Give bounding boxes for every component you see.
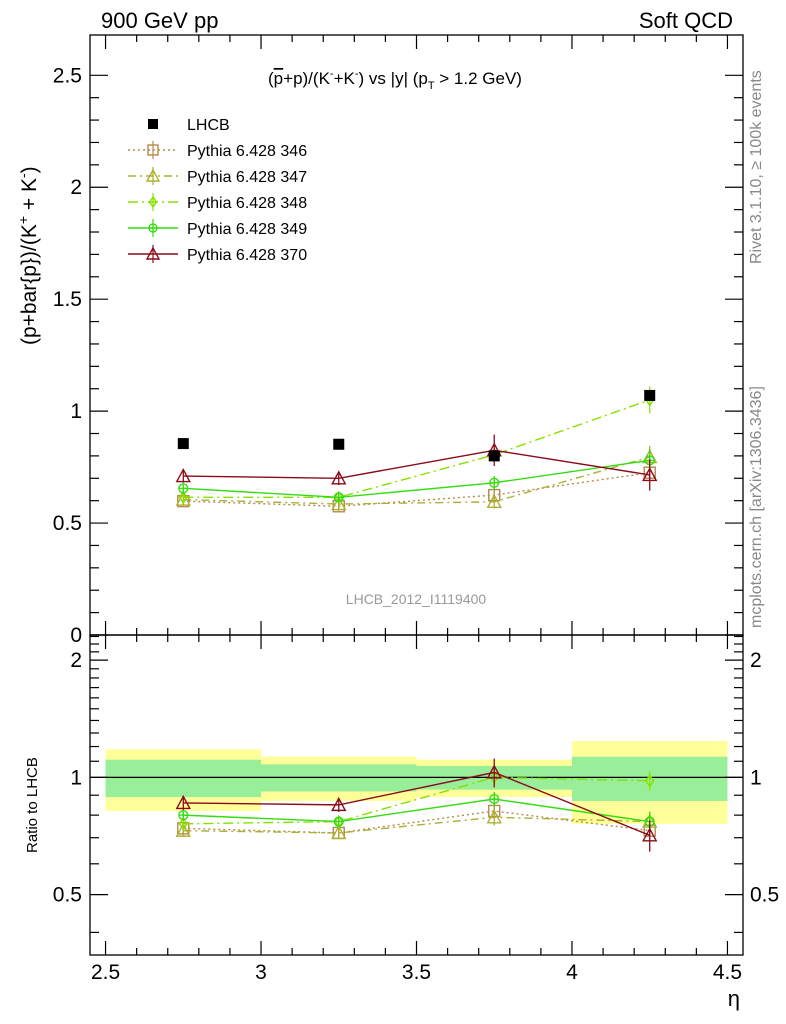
marker-diamond (334, 814, 344, 829)
marker-filled-square (488, 450, 500, 462)
mcplots-label: mcplots.cern.ch [arXiv:1306.3436] (748, 386, 765, 628)
ratio-band-inner (105, 759, 262, 798)
series-line-main (183, 456, 650, 505)
marker-diamond (178, 817, 188, 831)
header-left: 900 GeV pp (101, 8, 218, 33)
x-tick-label: 4 (566, 961, 578, 984)
marker-triangle (642, 466, 658, 482)
series-line-ratio (183, 776, 650, 825)
chart-title: (p+p)/(K-+K-) vs |y| (pT > 1.2 GeV) (268, 68, 522, 92)
series-line-main (183, 459, 650, 499)
marker-triangle (331, 796, 347, 812)
marker-triangle (175, 822, 191, 837)
y-tick-label-ratio-left: 0.5 (53, 884, 82, 907)
y-axis-label: (p+bar{p})/(K+ + K-) (15, 166, 41, 345)
series-line-ratio (183, 810, 650, 834)
marker-circle-cross (489, 793, 500, 805)
legend-entry-4: Pythia 6.428 349 (128, 219, 307, 238)
marker-diamond (334, 490, 344, 505)
marker-triangle (331, 824, 347, 840)
series-line-ratio (183, 798, 650, 823)
header-right: Soft QCD (639, 8, 733, 33)
marker-diamond (148, 195, 158, 209)
marker-diamond (178, 490, 188, 505)
x-tick-label: 2.5 (91, 961, 120, 984)
marker-triangle (486, 493, 502, 508)
legend-entry-1: Pythia 6.428 346 (128, 141, 307, 160)
x-tick-label: 3 (255, 961, 267, 984)
legend-entry-3: Pythia 6.428 348 (128, 193, 307, 212)
y-tick-label-main: 2 (70, 176, 82, 199)
marker-triangle (486, 809, 502, 824)
rivet-label: Rivet 3.1.10, ≥ 100k events (748, 70, 765, 264)
marker-triangle (331, 496, 347, 511)
legend-entry-2: Pythia 6.428 347 (128, 167, 307, 186)
y-tick-label-main: 1 (70, 400, 82, 423)
x-tick-label: 3.5 (402, 961, 431, 984)
marker-circle-cross (148, 223, 158, 233)
analysis-watermark: LHCB_2012_I1119400 (346, 591, 487, 607)
y-tick-label-main: 2.5 (53, 64, 82, 87)
marker-filled-square (177, 438, 189, 450)
marker-diamond (645, 774, 655, 788)
marker-triangle (145, 246, 161, 260)
series-line-main (183, 449, 650, 479)
y-tick-label-ratio-right: 0.5 (750, 884, 779, 907)
marker-circle-cross (333, 492, 344, 503)
legend-label: Pythia 6.428 347 (187, 169, 307, 186)
x-tick-label: 4.5 (713, 961, 742, 984)
marker-filled-square (333, 438, 345, 450)
y-tick-label-main: 1.5 (53, 288, 82, 311)
marker-triangle (642, 827, 658, 842)
marker-triangle (175, 468, 191, 483)
y-tick-label-main: 0 (70, 624, 82, 647)
legend-label: Pythia 6.428 370 (187, 247, 307, 264)
y-tick-label-ratio-left: 1 (70, 766, 82, 789)
ratio-y-axis-label: Ratio to LHCB (24, 757, 41, 853)
y-tick-label-main: 0.5 (53, 512, 82, 535)
marker-circle-cross (178, 810, 189, 821)
legend-label: LHCB (187, 117, 230, 134)
y-tick-label-ratio-left: 2 (70, 649, 82, 672)
marker-circle-cross (489, 477, 500, 488)
x-axis-label: η (728, 986, 740, 1011)
marker-circle-cross (178, 483, 189, 494)
marker-triangle (145, 168, 161, 182)
series-line-ratio (183, 771, 650, 836)
legend-label: Pythia 6.428 346 (187, 143, 307, 160)
legend-entry-0: LHCB (148, 117, 230, 134)
series-line-ratio (183, 816, 650, 834)
marker-triangle (486, 764, 502, 779)
marker-triangle (175, 794, 191, 810)
title-pbar: p (274, 69, 283, 88)
marker-triangle (331, 470, 347, 485)
y-tick-label-ratio-right: 1 (750, 766, 762, 789)
marker-filled-square (644, 389, 656, 401)
series-5 (175, 434, 658, 852)
legend-label: Pythia 6.428 348 (187, 195, 307, 212)
y-tick-label-ratio-right: 2 (750, 649, 762, 672)
marker-filled-square (148, 119, 158, 129)
legend-entry-5: Pythia 6.428 370 (128, 245, 307, 264)
marker-circle-cross (333, 816, 344, 827)
series-line-main (183, 399, 650, 499)
marker-square (147, 144, 159, 156)
legend-label: Pythia 6.428 349 (187, 221, 307, 238)
